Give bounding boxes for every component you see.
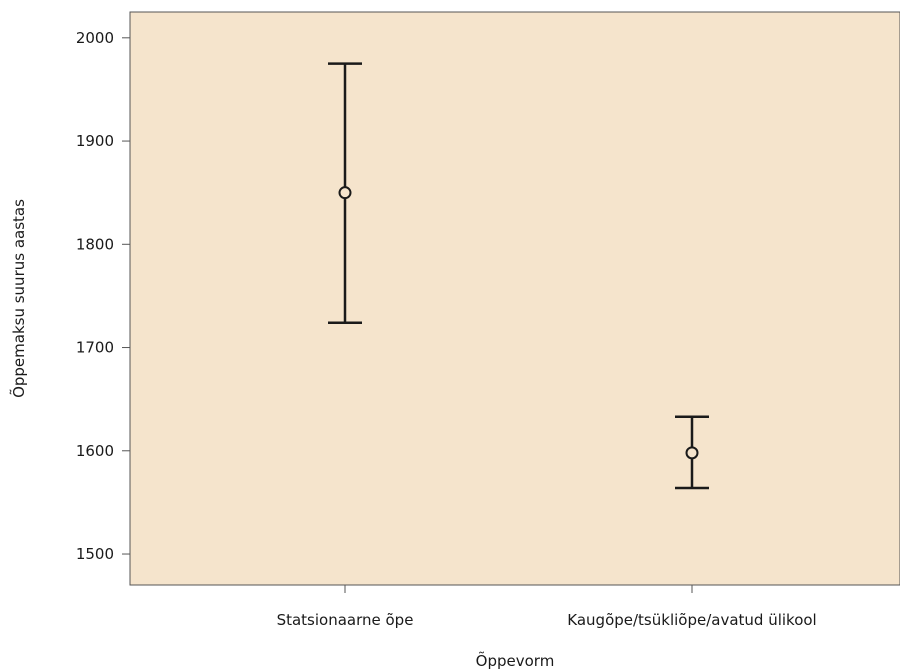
x-tick-label: Statsionaarne õpe	[277, 611, 414, 629]
plot-area	[130, 12, 900, 585]
x-axis-ticks: Statsionaarne õpe Kaugõpe/tsükliõpe/avatu…	[277, 585, 817, 629]
y-axis-title: Õppemaksu suurus aastas	[9, 199, 28, 398]
x-tick-label: Kaugõpe/tsükliõpe/avatud ülikool	[567, 611, 816, 629]
x-axis-title: Õppevorm	[476, 651, 555, 670]
mean-marker	[340, 187, 351, 198]
mean-marker	[687, 447, 698, 458]
y-tick-label: 1500	[76, 545, 114, 563]
y-tick-label: 1700	[76, 339, 114, 357]
y-tick-label: 1800	[76, 235, 114, 253]
y-tick-label: 1600	[76, 442, 114, 460]
y-axis-ticks: 1500 1600 1700 1800 1900 2000	[76, 29, 130, 563]
y-tick-label: 2000	[76, 29, 114, 47]
y-tick-label: 1900	[76, 132, 114, 150]
